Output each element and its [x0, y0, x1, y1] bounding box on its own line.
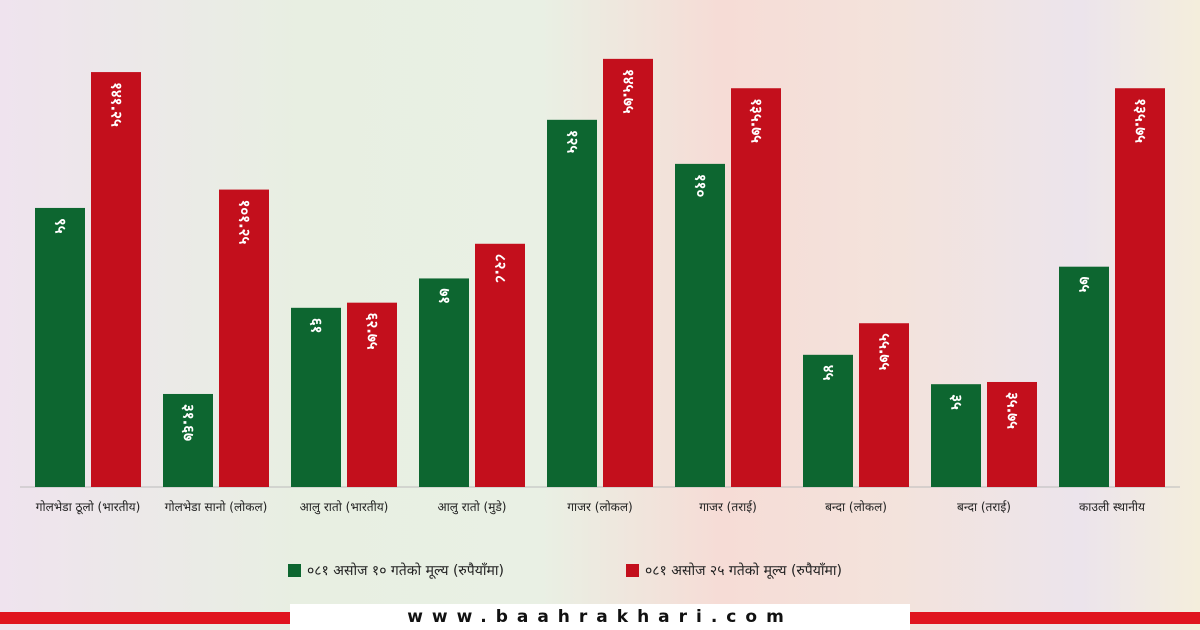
legend-item: ०८१ असोज २५ गतेको मूल्य (रुपैयाँमा)	[626, 561, 842, 580]
x-tick-label: गोलभेडा सानो (लोकल)	[164, 500, 268, 514]
legend-item: ०८१ असोज १० गतेको मूल्य (रुपैयाँमा)	[288, 561, 504, 580]
value-label: १४१.२५	[108, 82, 126, 127]
value-label: ३५	[948, 394, 966, 410]
value-label: ६१	[308, 318, 326, 334]
value-label: ११०	[692, 174, 710, 198]
legend-swatch	[626, 564, 639, 577]
bar	[347, 302, 397, 487]
x-tick-label: काउली स्थानीय	[1079, 500, 1145, 514]
legend-label: ०८१ असोज १० गतेको मूल्य (रुपैयाँमा)	[307, 563, 504, 579]
x-tick-label: बन्दा (तराई)	[957, 500, 1011, 514]
value-label: १०१.२५	[236, 200, 254, 245]
value-label: ५५.७५	[876, 333, 894, 370]
bar	[475, 243, 525, 487]
x-tick-label: आलु रातो (भारतीय)	[299, 500, 389, 514]
value-label: १४५.७५	[620, 69, 638, 114]
bar	[291, 307, 341, 487]
value-label: ४५	[820, 365, 838, 381]
x-tick-label: गाजर (तराई)	[699, 500, 757, 514]
value-label: १३५.७५	[748, 98, 766, 143]
bar	[1115, 88, 1165, 487]
x-tick-label: आलु रातो (मुडे)	[437, 500, 507, 514]
footer-text: www.baahrakhari.com	[290, 604, 910, 630]
value-label: १३५.७५	[1132, 98, 1150, 143]
bar	[803, 354, 853, 487]
bar	[163, 393, 213, 487]
value-label: ७५	[1076, 277, 1094, 293]
bar	[987, 381, 1037, 487]
x-tick-label: गोलभेडा ठूलो (भारतीय)	[35, 500, 141, 514]
value-label: ३१.६७	[180, 404, 198, 441]
bar	[603, 58, 653, 487]
footer: www.baahrakhari.com	[0, 604, 1200, 630]
value-label: ८२.८	[492, 254, 510, 283]
value-label: ६२.७५	[364, 313, 382, 350]
value-label: १२५	[564, 130, 582, 154]
bar	[1059, 266, 1109, 487]
x-tick-label: गाजर (लोकल)	[567, 500, 633, 514]
legend-label: ०८१ असोज २५ गतेको मूल्य (रुपैयाँमा)	[645, 563, 842, 579]
bar	[219, 189, 269, 487]
bar	[419, 278, 469, 487]
bar	[547, 119, 597, 487]
value-label: ९५	[52, 218, 70, 234]
bar	[675, 163, 725, 487]
value-label: ३५.७५	[1004, 392, 1022, 429]
legend-swatch	[288, 564, 301, 577]
bar	[859, 323, 909, 487]
bar	[731, 88, 781, 487]
bar	[91, 72, 141, 487]
value-label: ७१	[436, 288, 454, 304]
bar	[35, 207, 85, 487]
bar	[931, 384, 981, 487]
x-tick-label: बन्दा (लोकल)	[825, 500, 887, 514]
